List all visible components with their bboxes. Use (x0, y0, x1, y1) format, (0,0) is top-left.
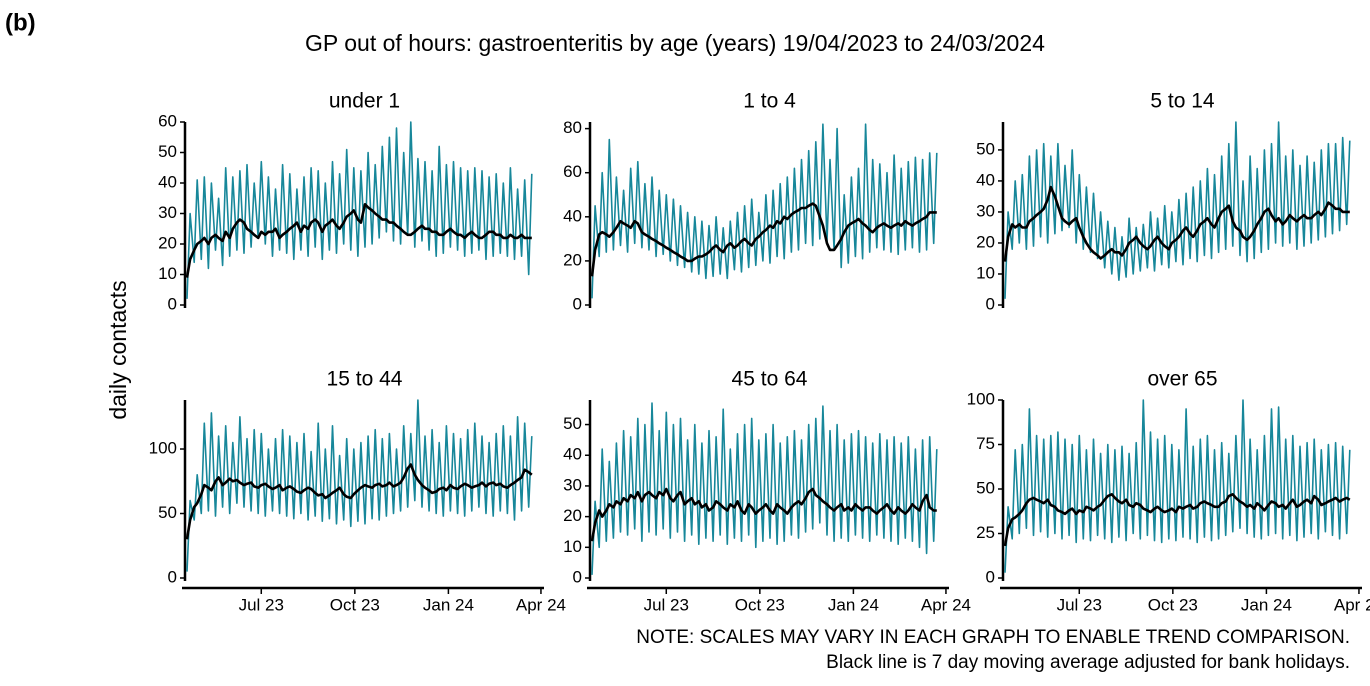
y-axis-label: daily contacts (105, 280, 131, 419)
moving-average-line (590, 487, 937, 542)
y-tick-label: 30 (563, 475, 582, 494)
y-tick-label: 30 (158, 203, 177, 222)
y-tick-label: 20 (563, 250, 582, 269)
panel-title: over 65 (1147, 368, 1217, 391)
y-tick-label: 40 (563, 206, 582, 225)
y-tick-label: 0 (986, 294, 995, 313)
panel-title: 45 to 64 (732, 368, 808, 391)
y-tick-label: 50 (563, 414, 582, 433)
y-tick-label: 30 (976, 201, 995, 220)
daily-line (186, 399, 533, 572)
y-tick-label: 60 (563, 162, 582, 181)
y-tick-label: 25 (976, 523, 995, 542)
panel-title: 5 to 14 (1150, 90, 1215, 113)
y-tick-label: 20 (158, 233, 177, 252)
moving-average-line (1003, 185, 1350, 262)
x-tick-label: Apr 24 (921, 595, 971, 614)
note: Black line is 7 day moving average adjus… (826, 652, 1350, 673)
panel-label: (b) (5, 9, 36, 36)
y-tick-label: 80 (563, 118, 582, 137)
y-tick-label: 0 (168, 294, 177, 313)
y-tick-label: 50 (976, 478, 995, 497)
x-tick-label: Jul 23 (1057, 595, 1102, 614)
x-tick-label: Oct 23 (1148, 595, 1198, 614)
moving-average-line (185, 203, 532, 278)
x-tick-label: Jul 23 (239, 595, 284, 614)
y-tick-label: 40 (563, 445, 582, 464)
daily-line (1004, 121, 1351, 299)
y-tick-label: 50 (158, 142, 177, 161)
y-tick-label: 0 (573, 294, 582, 313)
daily-line (591, 123, 938, 299)
panel-title: 1 to 4 (743, 90, 796, 113)
y-tick-label: 20 (563, 506, 582, 525)
x-tick-label: Oct 23 (735, 595, 785, 614)
y-tick-label: 10 (976, 263, 995, 282)
y-tick-label: 20 (976, 232, 995, 251)
daily-line (591, 402, 938, 575)
moving-average-line (1003, 493, 1351, 547)
x-tick-label: Jan 24 (423, 595, 474, 614)
y-tick-label: 10 (563, 537, 582, 556)
y-tick-label: 40 (158, 172, 177, 191)
y-tick-label: 0 (986, 567, 995, 586)
panel-title: under 1 (329, 90, 400, 113)
x-tick-label: Apr 24 (1334, 595, 1370, 614)
panel-title: 15 to 44 (327, 368, 403, 391)
daily-line (186, 121, 533, 299)
y-tick-label: 40 (976, 170, 995, 189)
x-tick-label: Jan 24 (1241, 595, 1292, 614)
y-tick-label: 60 (158, 111, 177, 130)
y-tick-label: 50 (158, 503, 177, 522)
note: NOTE: SCALES MAY VARY IN EACH GRAPH TO E… (636, 627, 1350, 648)
y-tick-label: 75 (976, 434, 995, 453)
x-tick-label: Apr 24 (516, 595, 566, 614)
moving-average-line (185, 463, 533, 540)
y-tick-label: 50 (976, 139, 995, 158)
chart-title: GP out of hours: gastroenteritis by age … (305, 30, 1045, 56)
y-tick-label: 0 (573, 567, 582, 586)
x-tick-label: Jul 23 (644, 595, 689, 614)
y-tick-label: 0 (168, 567, 177, 586)
y-tick-label: 100 (149, 438, 177, 457)
daily-line (1004, 399, 1351, 573)
x-tick-label: Oct 23 (330, 595, 380, 614)
x-tick-label: Jan 24 (828, 595, 879, 614)
moving-average-line (590, 202, 937, 277)
y-tick-label: 100 (967, 389, 995, 408)
y-tick-label: 10 (158, 264, 177, 283)
